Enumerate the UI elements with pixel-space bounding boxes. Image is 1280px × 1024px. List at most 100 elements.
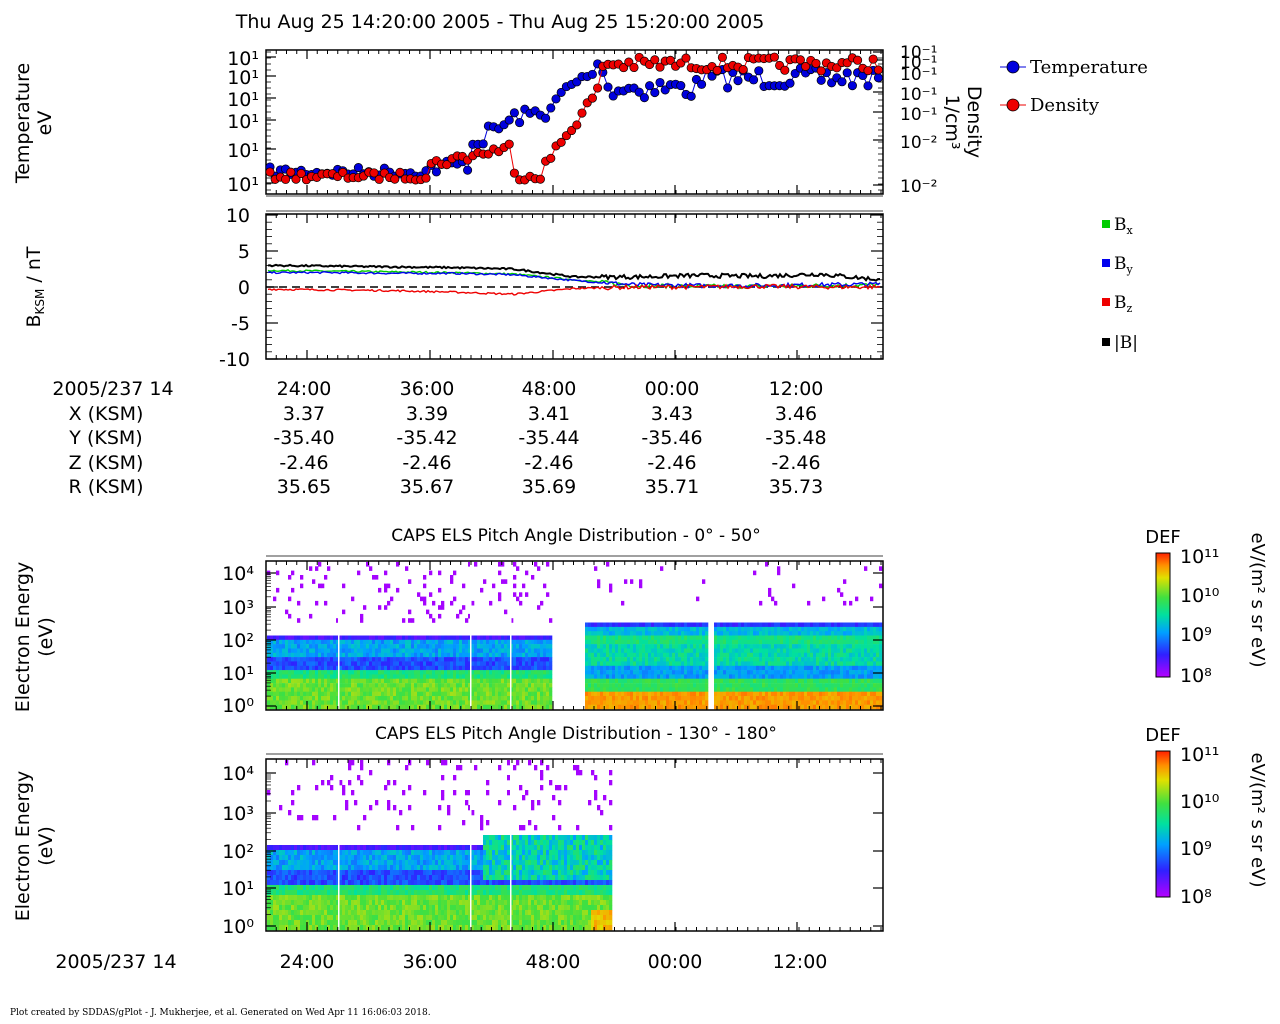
spectrogram-cell — [276, 704, 280, 710]
spectrogram-cell — [762, 674, 766, 679]
spectrogram-cell — [522, 687, 526, 692]
spectrogram-cell — [300, 865, 304, 871]
spectrogram-cell — [852, 683, 856, 688]
spectrogram-cell — [486, 665, 490, 671]
spectrogram-cell — [267, 670, 271, 675]
spectrogram-cell — [270, 652, 274, 658]
spectrogram-cell — [303, 865, 307, 871]
spectrogram-cell — [333, 657, 337, 662]
spectrogram-cell — [474, 644, 478, 649]
spectrogram-cell — [612, 678, 616, 684]
spectrogram-cell — [690, 626, 694, 632]
spectrogram-cell — [396, 678, 400, 684]
spectrogram-cell — [393, 870, 397, 876]
spectrogram-cell — [462, 674, 466, 679]
spectrogram-cell — [378, 860, 382, 866]
spectrogram-cell — [753, 700, 757, 705]
spectrogram-cell — [303, 890, 307, 896]
spectrogram-cell — [426, 678, 430, 684]
spectrogram-cell — [693, 670, 697, 675]
spectrogram-cell — [336, 885, 340, 891]
spectrogram-cell — [435, 687, 439, 692]
spectrogram-cell — [738, 678, 742, 684]
spectrogram-cell — [852, 631, 856, 636]
spectrogram-cell — [396, 657, 400, 662]
spectrogram-cell — [354, 925, 358, 931]
spectrogram-cell — [738, 665, 742, 671]
spectrogram-cell — [342, 678, 346, 684]
spectrogram-cell — [765, 648, 769, 654]
spectrogram-cell — [411, 865, 415, 871]
spectrogram-cell — [402, 905, 406, 911]
spectrogram-cell — [408, 652, 412, 658]
spectrogram-cell — [345, 687, 349, 692]
spectrogram-cell — [723, 639, 727, 645]
spectrogram-cell — [702, 631, 706, 636]
spectrogram-cell — [384, 587, 388, 593]
spectrogram-cell — [429, 613, 433, 619]
spectrogram-cell — [807, 670, 811, 675]
spectrogram-cell — [369, 670, 373, 675]
spectrogram-cell — [297, 657, 301, 662]
spectrogram-cell — [495, 700, 499, 705]
spectrogram-cell — [792, 657, 796, 662]
spectrogram-cell — [282, 704, 286, 710]
spectrogram-cell — [327, 885, 331, 891]
spectrogram-cell — [438, 683, 442, 688]
spectrogram-cell — [798, 691, 802, 697]
spectrogram-cell — [303, 875, 307, 881]
spectrogram-cell — [384, 900, 388, 906]
spectrogram-cell — [378, 587, 382, 593]
spectrogram-cell — [393, 875, 397, 881]
spectrogram-cell — [372, 885, 376, 891]
spectrogram-cell — [417, 855, 421, 861]
spectrogram-cell — [744, 687, 748, 692]
spectrogram-cell — [723, 635, 727, 641]
spectrogram-cell — [684, 648, 688, 654]
spectrogram-cell — [666, 691, 670, 697]
spectrogram-cell — [801, 704, 805, 710]
spectrogram-cell — [450, 657, 454, 662]
spectrogram-cell — [384, 915, 388, 921]
spectrogram-cell — [588, 644, 592, 649]
spectrogram-cell — [507, 657, 511, 662]
spectrogram-cell — [669, 691, 673, 697]
spectrogram-cell — [726, 665, 730, 671]
spectrogram-cell — [546, 678, 550, 684]
spectrogram-cell — [678, 648, 682, 654]
spectrogram-cell — [879, 626, 883, 632]
spectrogram-cell — [339, 855, 343, 861]
spectrogram-cell — [723, 665, 727, 671]
spectrogram-cell — [336, 895, 340, 901]
spectrogram-cell — [297, 855, 301, 861]
spectrogram-cell — [303, 683, 307, 688]
spectrogram-cell — [591, 648, 595, 654]
spectrogram-cell — [837, 674, 841, 679]
spectrogram-cell — [729, 626, 733, 632]
spectrogram-cell — [858, 700, 862, 705]
spectrogram-cell — [684, 670, 688, 675]
spectrogram-cell — [732, 704, 736, 710]
spectrogram-cell — [612, 631, 616, 636]
spectrogram-cell — [381, 865, 385, 871]
spectrogram-cell — [681, 635, 685, 641]
spectrogram-cell — [702, 687, 706, 692]
spectrogram-cell — [462, 648, 466, 654]
spectrogram-cell — [279, 683, 283, 688]
spectrogram-cell — [741, 622, 745, 628]
spectrogram-cell — [483, 687, 487, 692]
spectrogram-cell — [276, 635, 280, 641]
spectrogram-cell — [843, 626, 847, 632]
spectrogram-cell — [315, 865, 319, 871]
spectrogram-cell — [306, 885, 310, 891]
spectrogram-cell — [501, 639, 505, 645]
spectrogram-cell — [777, 665, 781, 671]
spectrogram-cell — [546, 635, 550, 641]
spectrogram-cell — [321, 678, 325, 684]
spectrogram-cell — [840, 626, 844, 632]
spectrogram-cell — [414, 696, 418, 701]
spectrogram-cell — [435, 670, 439, 675]
spectrogram-cell — [321, 895, 325, 901]
spectrogram-cell — [600, 644, 604, 649]
spectrogram-cell — [630, 648, 634, 654]
